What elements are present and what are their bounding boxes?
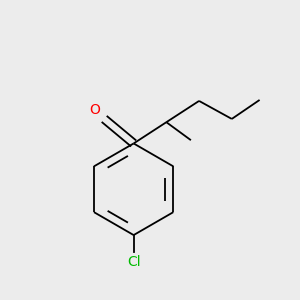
Text: Cl: Cl <box>127 255 140 269</box>
Text: O: O <box>89 103 100 117</box>
